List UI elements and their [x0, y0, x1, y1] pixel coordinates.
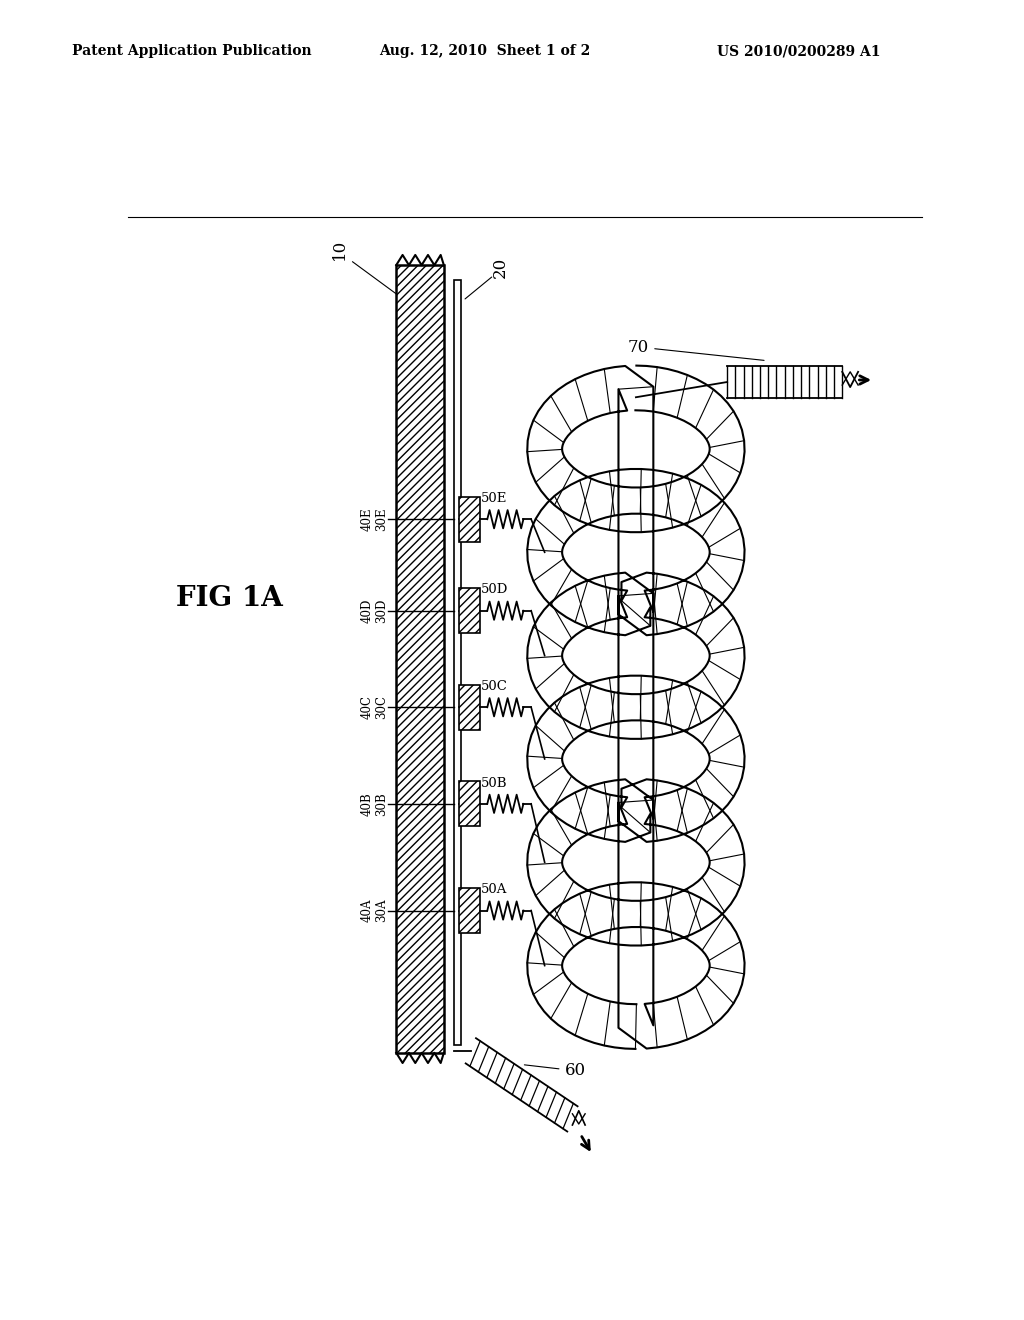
Bar — [455, 280, 461, 1044]
Text: 50D: 50D — [481, 583, 509, 597]
Text: 20: 20 — [492, 257, 509, 279]
Text: 30E: 30E — [375, 507, 388, 531]
Text: US 2010/0200289 A1: US 2010/0200289 A1 — [717, 45, 881, 58]
Text: 30C: 30C — [375, 696, 388, 719]
Bar — [396, 265, 443, 1053]
Bar — [459, 589, 479, 634]
Text: 10: 10 — [331, 239, 347, 260]
Text: Patent Application Publication: Patent Application Publication — [72, 45, 311, 58]
Text: Aug. 12, 2010  Sheet 1 of 2: Aug. 12, 2010 Sheet 1 of 2 — [379, 45, 590, 58]
Text: 40B: 40B — [360, 792, 374, 816]
Text: 30D: 30D — [375, 598, 388, 623]
Text: 30A: 30A — [375, 899, 388, 923]
Text: FIG 1A: FIG 1A — [176, 585, 283, 611]
Bar — [459, 781, 479, 826]
Text: 50E: 50E — [481, 492, 508, 506]
Text: 70: 70 — [628, 338, 764, 360]
Bar — [459, 888, 479, 933]
Text: 50B: 50B — [481, 776, 508, 789]
Bar — [459, 496, 479, 541]
Text: 40E: 40E — [360, 507, 374, 531]
Bar — [459, 685, 479, 730]
Text: 60: 60 — [524, 1063, 586, 1080]
Text: 30B: 30B — [375, 792, 388, 816]
Text: 40C: 40C — [360, 696, 374, 719]
Text: 40A: 40A — [360, 899, 374, 923]
Text: 40D: 40D — [360, 598, 374, 623]
Text: 50C: 50C — [481, 680, 508, 693]
Text: 50A: 50A — [481, 883, 508, 896]
